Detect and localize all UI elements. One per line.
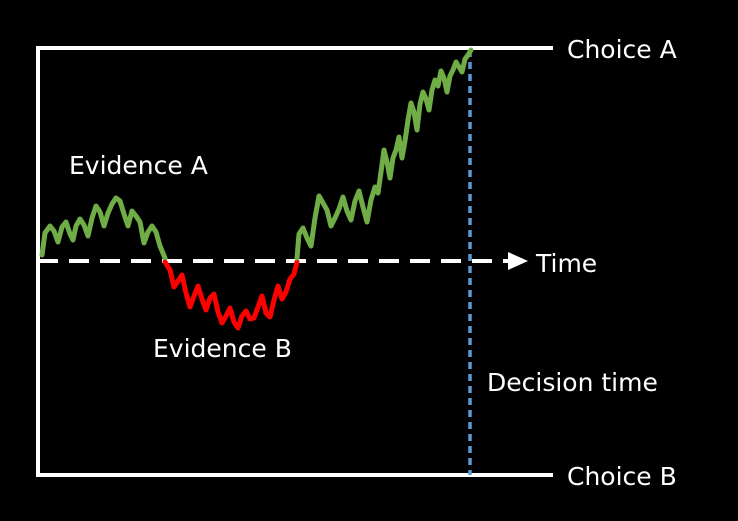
choice-a-label: Choice A bbox=[567, 35, 677, 64]
evidence-a-trace-2 bbox=[294, 47, 474, 261]
evidence-b-trace bbox=[162, 259, 300, 331]
time-label: Time bbox=[535, 249, 597, 278]
evidence-b-label: Evidence B bbox=[153, 334, 292, 363]
choice-b-label: Choice B bbox=[567, 462, 677, 491]
evidence-a-trace-1 bbox=[39, 195, 168, 261]
time-arrow-icon bbox=[508, 252, 528, 270]
decision-time-label: Decision time bbox=[487, 368, 658, 397]
evidence-a-label: Evidence A bbox=[69, 151, 208, 180]
